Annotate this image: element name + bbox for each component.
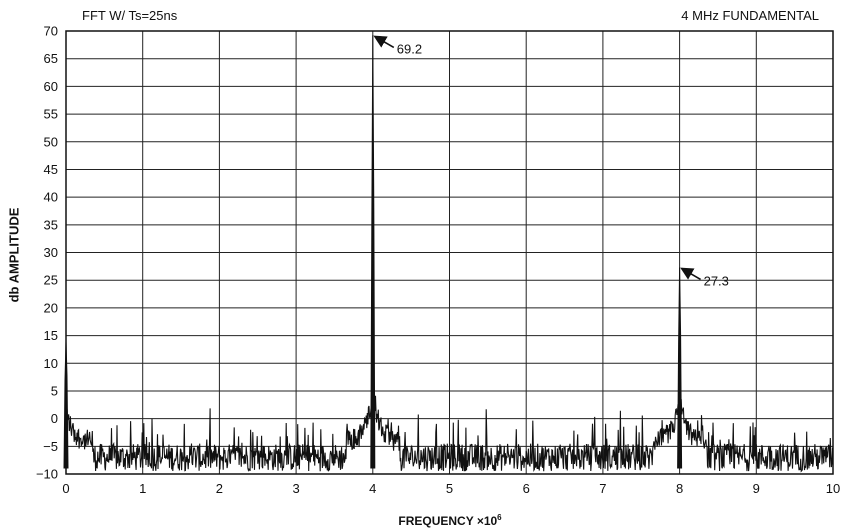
spectrum-peak (677, 267, 683, 469)
annotation-arrow (373, 35, 395, 49)
chart-title-left: FFT W/ Ts=25ns (82, 8, 178, 23)
y-tick-label: 70 (44, 24, 58, 39)
x-tick-label: 7 (599, 481, 606, 496)
x-axis-label: FREQUENCY ×106 (398, 513, 501, 528)
x-tick-label: 2 (216, 481, 223, 496)
annotation-label: 27.3 (704, 273, 729, 288)
x-tick-label: 10 (826, 481, 840, 496)
plot-frame (65, 30, 834, 475)
y-tick-label: 50 (44, 134, 58, 149)
annotation-arrow (680, 267, 702, 281)
annotation-label: 69.2 (397, 41, 422, 56)
x-axis-label-text: FREQUENCY ×10 (398, 514, 498, 528)
y-tick-label: 10 (44, 356, 58, 371)
x-axis-label-exponent: 6 (497, 513, 502, 522)
y-tick-label: 30 (44, 245, 58, 260)
y-axis-label: db AMPLITUDE (6, 207, 22, 303)
y-tick-label: 60 (44, 79, 58, 94)
x-tick-label: 3 (292, 481, 299, 496)
y-tick-label: 25 (44, 273, 58, 288)
grid-lines (65, 30, 834, 475)
y-tick-label: −5 (43, 439, 58, 454)
x-tick-label: 6 (523, 481, 530, 496)
x-tick-label: 0 (62, 481, 69, 496)
y-tick-label: 0 (51, 411, 58, 426)
y-tick-label: 45 (44, 162, 58, 177)
x-tick-label: 1 (139, 481, 146, 496)
noise-trace (65, 384, 834, 473)
x-tick-label: 8 (676, 481, 683, 496)
y-tick-label: 65 (44, 51, 58, 66)
y-tick-label: 35 (44, 217, 58, 232)
y-tick-label: 20 (44, 300, 58, 315)
x-tick-label: 4 (369, 481, 376, 496)
spectrum-peak (370, 35, 376, 469)
x-tick-label: 5 (446, 481, 453, 496)
y-tick-label: 55 (44, 107, 58, 122)
y-tick-label: 40 (44, 190, 58, 205)
y-tick-label: 15 (44, 328, 58, 343)
peak-annotations: 69.2 27.3 (373, 35, 729, 288)
y-tick-label: −10 (36, 467, 58, 482)
chart-title-right: 4 MHz FUNDAMENTAL (681, 8, 819, 23)
spectrum-trace (63, 35, 834, 473)
x-tick-labels: 0 1 2 3 4 5 6 7 8 9 10 (62, 481, 840, 496)
y-tick-label: 5 (51, 383, 58, 398)
x-tick-label: 9 (753, 481, 760, 496)
